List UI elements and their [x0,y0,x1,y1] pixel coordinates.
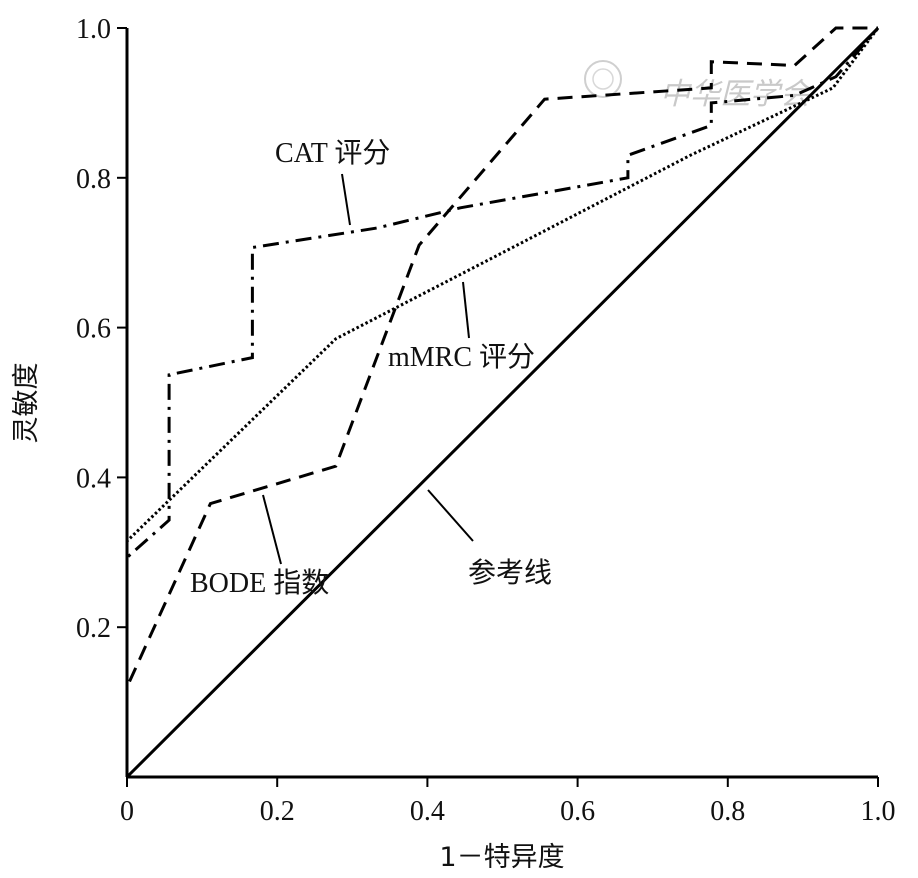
annotation-label-mmrc-score: mMRC 评分 [388,342,535,373]
axes: 0 0.2 0.4 0.6 0.8 1.0 0.2 0.4 0.6 0.8 1.0 [76,14,896,827]
annotation-leader-bode-index [262,494,282,565]
annotation-leader-cat-score [341,173,351,226]
y-tick-label: 1.0 [76,14,111,45]
x-tick-label: 0.6 [560,796,595,827]
x-axis-title: 1－特异度 [439,842,564,873]
x-tick-label: 1.0 [861,796,896,827]
annotation-leader-reference [427,489,474,542]
y-axis-title: 灵敏度 [11,363,42,444]
annotation-label-cat-score: CAT 评分 [275,138,390,169]
x-tick-label: 0.4 [410,796,445,827]
series-line-bode-index [125,26,878,777]
y-tick-label: 0.4 [76,463,111,494]
x-tick-label: 0.8 [710,796,745,827]
watermark-seal-icon [584,60,622,98]
y-tick-label: 0.2 [76,613,111,644]
y-tick-label: 0.8 [76,164,111,195]
watermark-text: 中华医学会 [660,77,813,112]
annotation-label-reference: 参考线 [468,557,552,589]
series-line-cat-score [125,27,880,777]
annotation-leader-mmrc-score [462,281,470,339]
annotation-label-bode-index: BODE 指数 [190,567,329,599]
x-tick-label: 0.2 [260,796,295,827]
watermark: 中华医学会 [584,60,813,112]
series-line-reference [125,26,880,779]
watermark-seal-inner [592,68,614,90]
plot-area: CAT 评分 mMRC 评分 BODE 指数 参考线 [125,26,880,779]
x-tick-label: 0 [120,796,134,827]
y-tick-label: 0.6 [76,314,111,345]
